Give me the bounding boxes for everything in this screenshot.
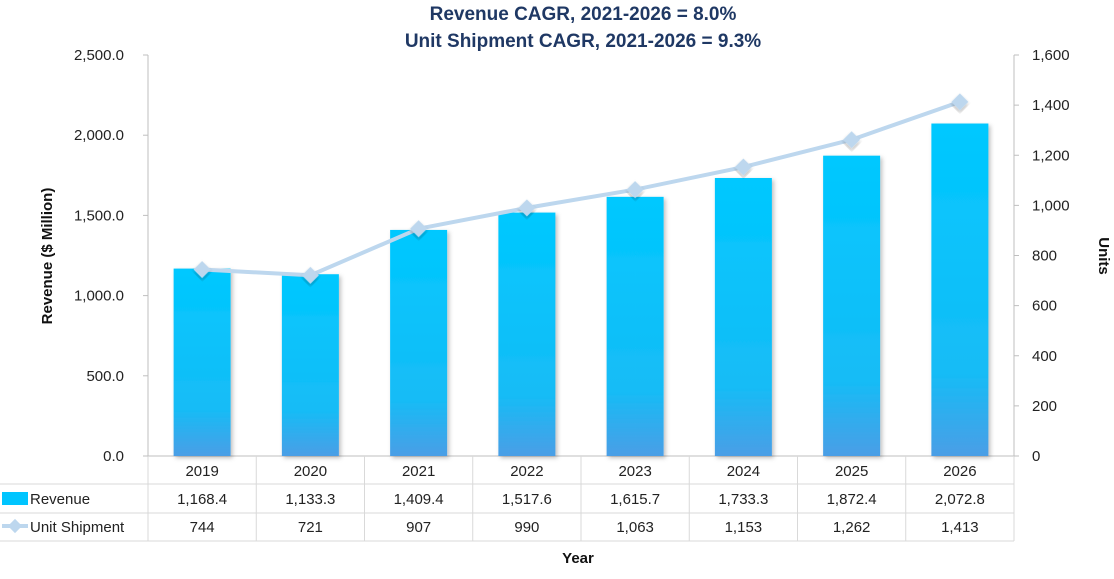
revenue-bar-2023 bbox=[606, 196, 664, 456]
table-unit-shipment-cell: 1,063 bbox=[616, 519, 654, 536]
table-revenue-cell: 1,133.3 bbox=[285, 491, 335, 508]
table-unit-shipment-cell: 907 bbox=[406, 519, 431, 536]
table-revenue-cell: 1,409.4 bbox=[394, 491, 444, 508]
y2-axis-title: Units bbox=[1095, 237, 1112, 275]
table-year-header: 2019 bbox=[185, 463, 218, 480]
right-axis-tick-label: 1,000 bbox=[1032, 197, 1070, 214]
table-revenue-cell: 1,615.7 bbox=[610, 491, 660, 508]
unit-shipment-point-2026 bbox=[951, 93, 969, 111]
unit-shipment-line-group bbox=[193, 93, 969, 284]
table-revenue-cell: 1,168.4 bbox=[177, 491, 227, 508]
left-axis-tick-label: 500.0 bbox=[86, 368, 124, 385]
unit-shipment-point-2025 bbox=[843, 131, 861, 149]
right-axis-tick-label: 800 bbox=[1032, 248, 1057, 265]
legend-unit-shipment-marker bbox=[7, 518, 23, 534]
legend-revenue-swatch bbox=[2, 492, 28, 505]
table-year-header: 2025 bbox=[835, 463, 868, 480]
left-axis-tick-label: 0.0 bbox=[103, 448, 124, 465]
right-axis-tick-label: 600 bbox=[1032, 298, 1057, 315]
revenue-bar-2019 bbox=[173, 268, 231, 456]
x-axis-title: Year bbox=[562, 550, 594, 567]
table-year-header: 2020 bbox=[294, 463, 327, 480]
revenue-bar-2024 bbox=[714, 177, 772, 456]
table-revenue-cell: 1,517.6 bbox=[502, 491, 552, 508]
chart-title-line-1: Revenue CAGR, 2021-2026 = 8.0% bbox=[430, 4, 737, 25]
unit-shipment-point-2024 bbox=[734, 158, 752, 176]
legend-unit-shipment-label: Unit Shipment bbox=[30, 519, 125, 536]
unit-shipment-line bbox=[200, 99, 962, 278]
y-axis-title: Revenue ($ Million) bbox=[39, 188, 56, 325]
revenue-bar-2021 bbox=[390, 229, 448, 456]
table-year-header: 2022 bbox=[510, 463, 543, 480]
unit-shipment-point-2022 bbox=[518, 199, 536, 217]
right-axis-tick-label: 1,400 bbox=[1032, 97, 1070, 114]
left-axis-tick-label: 1,000.0 bbox=[74, 288, 124, 305]
revenue-bar-2025 bbox=[823, 155, 881, 456]
unit-shipment-point-2020 bbox=[301, 266, 319, 284]
revenue-bar-2026 bbox=[931, 123, 989, 456]
left-axis-tick-label: 2,500.0 bbox=[74, 47, 124, 64]
table-year-header: 2023 bbox=[618, 463, 651, 480]
table-year-header: 2026 bbox=[943, 463, 976, 480]
legend-revenue-label: Revenue bbox=[30, 491, 90, 508]
right-axis-tick-label: 200 bbox=[1032, 398, 1057, 415]
left-axis-ticks: 0.0 500.0 1,000.0 1,500.0 2,000.0 2,500.0 bbox=[74, 47, 148, 465]
revenue-bars bbox=[173, 123, 989, 456]
revenue-bar-2022 bbox=[498, 212, 556, 456]
right-axis-tick-label: 1,600 bbox=[1032, 47, 1070, 64]
table-unit-shipment-cell: 1,153 bbox=[725, 519, 763, 536]
table-revenue-cell: 2,072.8 bbox=[935, 491, 985, 508]
table-unit-shipment-cell: 990 bbox=[514, 519, 539, 536]
table-revenue-cell: 1,733.3 bbox=[718, 491, 768, 508]
unit-shipment-point-2023 bbox=[626, 181, 644, 199]
left-axis-tick-label: 2,000.0 bbox=[74, 127, 124, 144]
table-unit-shipment-cell: 1,262 bbox=[833, 519, 871, 536]
table-revenue-cell: 1,872.4 bbox=[827, 491, 877, 508]
right-axis-tick-label: 1,200 bbox=[1032, 147, 1070, 164]
unit-shipment-point-2021 bbox=[410, 220, 428, 238]
right-axis-tick-label: 400 bbox=[1032, 348, 1057, 365]
table-year-header: 2024 bbox=[727, 463, 760, 480]
unit-shipment-point-2019 bbox=[193, 261, 211, 279]
table-year-header: 2021 bbox=[402, 463, 435, 480]
left-axis-tick-label: 1,500.0 bbox=[74, 207, 124, 224]
chart-title-line-2: Unit Shipment CAGR, 2021-2026 = 9.3% bbox=[405, 31, 761, 52]
data-table: Revenue Unit Shipment 2019 1,168.4 744 2020… bbox=[2, 463, 985, 536]
table-unit-shipment-cell: 1,413 bbox=[941, 519, 979, 536]
table-unit-shipment-cell: 721 bbox=[298, 519, 323, 536]
table-unit-shipment-cell: 744 bbox=[190, 519, 215, 536]
revenue-bar-2020 bbox=[281, 274, 339, 456]
right-axis-ticks: 0 200 400 600 800 1,000 1,200 1,400 1,600 bbox=[1014, 47, 1070, 465]
right-axis-tick-label: 0 bbox=[1032, 448, 1040, 465]
